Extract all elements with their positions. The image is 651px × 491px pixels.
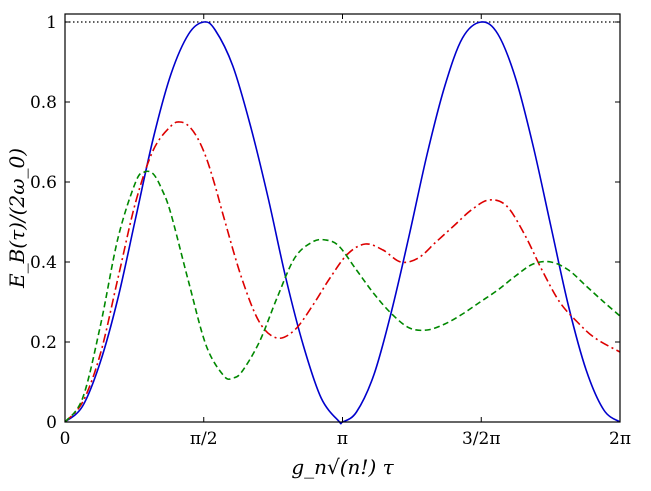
x-tick-label: 0 (60, 429, 71, 449)
series-line-dashdot (64, 121, 621, 423)
series-line-solid (64, 21, 621, 425)
series-layer (64, 21, 621, 425)
y-tick-label: 0.8 (30, 93, 57, 113)
y-tick-label: 0.6 (30, 173, 57, 193)
x-tick-label: 3/2π (462, 429, 501, 449)
y-tick-label: 1 (46, 13, 57, 33)
ticks-layer: 0 π/2 π 3/2π 2π 0 0.2 0.4 0.6 0.8 1 (30, 13, 631, 449)
x-tick-label: π/2 (190, 429, 218, 449)
plot-frame (64, 13, 621, 423)
x-axis-label: g_n√(n!) τ (291, 455, 394, 479)
x-tick-label: π (337, 429, 348, 449)
y-tick-label: 0.4 (30, 253, 57, 273)
y-axis-label: E_B(τ)/(2ω_0) (5, 148, 29, 289)
x-tick-label: 2π (609, 429, 631, 449)
y-tick-label: 0.2 (30, 333, 57, 353)
series-line-dashed (64, 170, 621, 423)
y-tick-label: 0 (46, 413, 57, 433)
